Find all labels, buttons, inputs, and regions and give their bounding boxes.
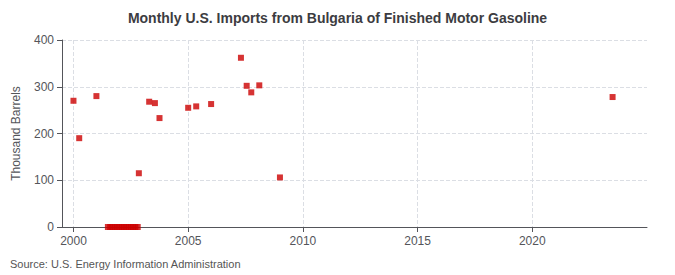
svg-text:2010: 2010	[290, 234, 317, 248]
svg-text:Thousand Barrels: Thousand Barrels	[9, 86, 23, 181]
svg-text:400: 400	[34, 33, 54, 47]
svg-text:Source: U.S. Energy Informatio: Source: U.S. Energy Information Administ…	[10, 258, 241, 270]
svg-text:2020: 2020	[519, 234, 546, 248]
svg-text:200: 200	[34, 127, 54, 141]
svg-text:100: 100	[34, 173, 54, 187]
svg-text:2005: 2005	[175, 234, 202, 248]
svg-text:0: 0	[47, 220, 54, 234]
svg-text:2015: 2015	[404, 234, 431, 248]
svg-text:Monthly U.S. Imports from Bulg: Monthly U.S. Imports from Bulgaria of Fi…	[128, 10, 547, 26]
svg-text:2000: 2000	[60, 234, 87, 248]
svg-text:300: 300	[34, 80, 54, 94]
